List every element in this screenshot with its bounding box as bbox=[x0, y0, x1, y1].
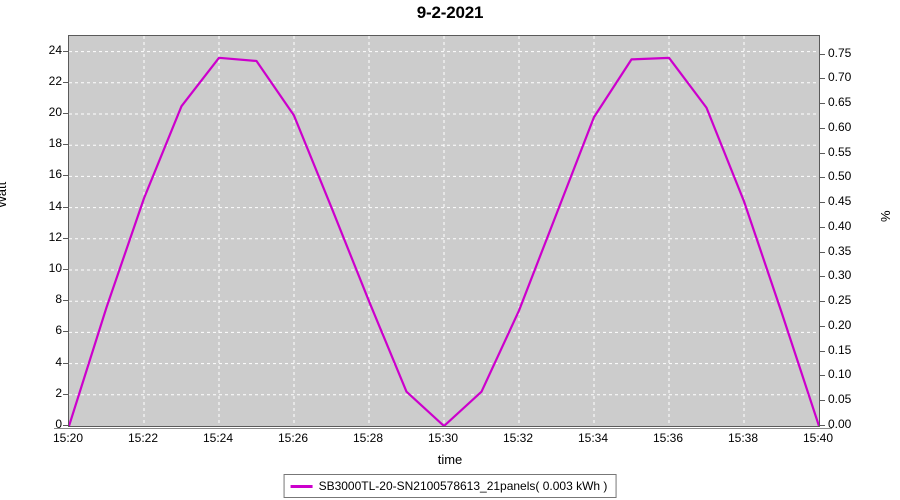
y-axis-left-tick-label: 4 bbox=[55, 354, 62, 369]
y-axis-right-tick-label: 0.20 bbox=[828, 317, 852, 332]
y-axis-right-tick-label: 0.65 bbox=[828, 95, 852, 110]
y-axis-left-tick-mark bbox=[63, 425, 68, 426]
y-axis-left-tick-mark bbox=[63, 237, 68, 239]
y-axis-right-tick-label: 0.15 bbox=[828, 342, 852, 357]
y-axis-right-tick-label: 0.25 bbox=[828, 293, 852, 308]
legend-color-swatch bbox=[290, 484, 313, 488]
series-line bbox=[69, 56, 819, 426]
y-axis-right-tick-mark bbox=[820, 152, 825, 154]
y-axis-left-tick-label: 6 bbox=[55, 323, 62, 338]
y-axis-left-tick-label: 10 bbox=[48, 261, 62, 275]
y-axis-right-tick-mark bbox=[820, 177, 825, 179]
y-axis-left-tick-label: 22 bbox=[48, 73, 62, 88]
vertical-gridlines bbox=[143, 36, 745, 426]
y-axis-right-tick-label: 0.40 bbox=[828, 218, 852, 233]
y-axis-right-tick-mark bbox=[820, 127, 825, 129]
y-axis-left-tick-label: 2 bbox=[55, 385, 62, 400]
x-axis-tick-label: 15:32 bbox=[502, 431, 534, 445]
x-axis-tick-label: 15:40 bbox=[802, 431, 834, 445]
y-axis-right-tick-mark bbox=[820, 78, 825, 80]
x-axis-tick-label: 15:34 bbox=[577, 431, 609, 445]
x-axis-tick-label: 15:30 bbox=[427, 431, 459, 445]
y-axis-left-tick-mark bbox=[63, 393, 68, 395]
y-axis-left-tick-mark bbox=[63, 113, 68, 114]
x-axis-tick-label: 15:24 bbox=[202, 431, 234, 445]
x-axis-tick-label: 15:26 bbox=[277, 431, 309, 445]
y-axis-right-tick-label: 0.30 bbox=[828, 268, 852, 283]
y-axis-right-tick-mark bbox=[820, 226, 825, 228]
y-axis-left-tick-mark bbox=[63, 50, 68, 52]
y-axis-left-tick-label: 8 bbox=[55, 292, 62, 307]
x-axis-tick-label: 15:20 bbox=[52, 431, 84, 445]
y-axis-right-tick-mark bbox=[820, 375, 825, 377]
x-axis-tick-label: 15:38 bbox=[727, 431, 759, 445]
x-axis-baseline bbox=[54, 428, 832, 429]
y-axis-left-tick-mark bbox=[63, 175, 68, 177]
y-axis-right-tick-mark bbox=[820, 350, 825, 352]
y-axis-left-tick-mark bbox=[63, 362, 68, 364]
y-axis-left-tick-label: 16 bbox=[48, 167, 62, 182]
y-axis-right-tick-label: 0.10 bbox=[828, 367, 852, 382]
y-axis-right-tick-label: 0.50 bbox=[828, 169, 852, 184]
y-axis-left-tick-mark bbox=[63, 331, 68, 333]
y-axis-right-tick-mark bbox=[820, 301, 825, 303]
y-axis-right-tick-label: 0.35 bbox=[828, 243, 852, 258]
y-axis-right-tick-label: 0.55 bbox=[828, 144, 852, 159]
y-axis-right-tick-label: 0.45 bbox=[828, 194, 852, 209]
y-axis-left-tick-label: 12 bbox=[48, 229, 62, 244]
y-axis-right-tick-mark bbox=[820, 425, 825, 426]
y-axis-left-tick-label: 24 bbox=[48, 42, 62, 57]
y-axis-left-tick-label: 14 bbox=[48, 198, 62, 213]
y-axis-right-tick-mark bbox=[820, 325, 825, 327]
plot-area bbox=[68, 35, 820, 427]
y-axis-left-tick-mark bbox=[63, 300, 68, 302]
y-axis-right-tick-label: 0.75 bbox=[828, 45, 852, 60]
y-axis-right-tick-label: 0.70 bbox=[828, 70, 852, 85]
x-axis-title: time bbox=[437, 452, 463, 467]
y-axis-left-tick-mark bbox=[63, 144, 68, 146]
x-axis-tick-label: 15:36 bbox=[652, 431, 684, 445]
y-axis-left-tick-label: 0 bbox=[55, 417, 62, 431]
plot-svg bbox=[69, 36, 819, 426]
x-axis-tick-label: 15:28 bbox=[352, 431, 384, 445]
y-axis-right-tick-mark bbox=[820, 103, 825, 105]
y-axis-right-tick-mark bbox=[820, 400, 825, 402]
y-axis-left-tick-label: 18 bbox=[48, 136, 62, 151]
y-axis-left-tick-mark bbox=[63, 269, 68, 270]
y-axis-right-title: % bbox=[878, 210, 893, 222]
y-axis-right-tick-label: 0.00 bbox=[828, 417, 852, 431]
y-axis-left-tick-mark bbox=[63, 81, 68, 83]
data-series-group bbox=[69, 56, 819, 426]
y-axis-right-tick-label: 0.60 bbox=[828, 119, 852, 134]
y-axis-left-tick-mark bbox=[63, 206, 68, 208]
y-axis-right-tick-label: 0.05 bbox=[828, 392, 852, 407]
y-axis-left-tick-label: 20 bbox=[48, 105, 62, 119]
legend-label: SB3000TL-20-SN2100578613_21panels( 0.003… bbox=[318, 479, 608, 493]
y-axis-right-tick-mark bbox=[820, 276, 825, 278]
x-axis-tick-label: 15:22 bbox=[127, 431, 159, 445]
y-axis-right-tick-mark bbox=[820, 202, 825, 204]
legend[interactable]: SB3000TL-20-SN2100578613_21panels( 0.003… bbox=[283, 474, 617, 498]
y-axis-right-tick-mark bbox=[820, 251, 825, 253]
chart-title: 9-2-2021 bbox=[416, 3, 484, 22]
y-axis-right-tick-mark bbox=[820, 53, 825, 55]
y-axis-left-title: Watt bbox=[0, 181, 9, 208]
